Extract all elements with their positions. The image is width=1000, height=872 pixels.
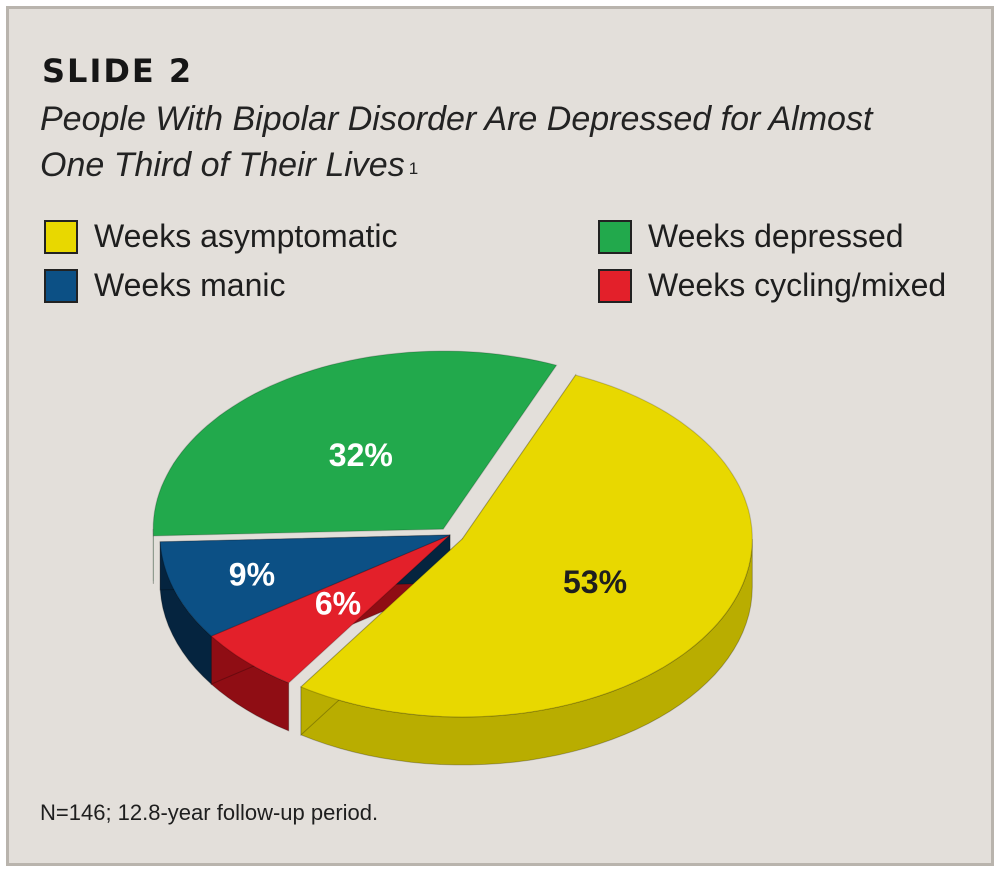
legend-item-asymptomatic: Weeks asymptomatic bbox=[44, 218, 398, 255]
pie-side-weeks-manic bbox=[159, 541, 212, 686]
footnote-note: N=146; 12.8-year follow-up period. bbox=[40, 800, 379, 825]
legend-label: Weeks cycling/mixed bbox=[648, 267, 947, 303]
chart-title: People With Bipolar Disorder Are Depress… bbox=[40, 96, 940, 188]
legend-label: Weeks manic bbox=[94, 267, 286, 303]
footnote-ref: 1 bbox=[408, 159, 419, 178]
pie-label-weeks-cycling-mixed: 6% bbox=[315, 586, 361, 622]
title-line-1: People With Bipolar Disorder Are Depress… bbox=[40, 100, 873, 138]
legend-swatch-green bbox=[598, 219, 632, 254]
legend-item-manic: Weeks manic bbox=[44, 267, 285, 304]
pie-label-weeks-depressed: 32% bbox=[329, 437, 393, 473]
legend-swatch-blue bbox=[44, 268, 78, 303]
slide-label: SLIDE 2 bbox=[42, 52, 194, 90]
title-line-2: One Third of Their Lives bbox=[40, 146, 405, 184]
legend-label: Weeks depressed bbox=[648, 218, 904, 254]
pie-slice-weeks-cycling-mixed bbox=[210, 534, 451, 684]
pie-slice-weeks-asymptomatic bbox=[299, 374, 753, 718]
legend-item-cycling: Weeks cycling/mixed bbox=[598, 267, 946, 304]
pie-label-weeks-manic: 9% bbox=[229, 557, 275, 593]
legend-swatch-red bbox=[598, 268, 632, 303]
legend-item-depressed: Weeks depressed bbox=[598, 218, 904, 255]
legend-swatch-yellow bbox=[44, 219, 78, 254]
legend-label: Weeks asymptomatic bbox=[94, 218, 398, 254]
pie-slice-weeks-manic bbox=[159, 534, 451, 637]
pie-slice-weeks-depressed bbox=[152, 350, 558, 537]
pie-label-weeks-asymptomatic: 53% bbox=[563, 564, 627, 600]
